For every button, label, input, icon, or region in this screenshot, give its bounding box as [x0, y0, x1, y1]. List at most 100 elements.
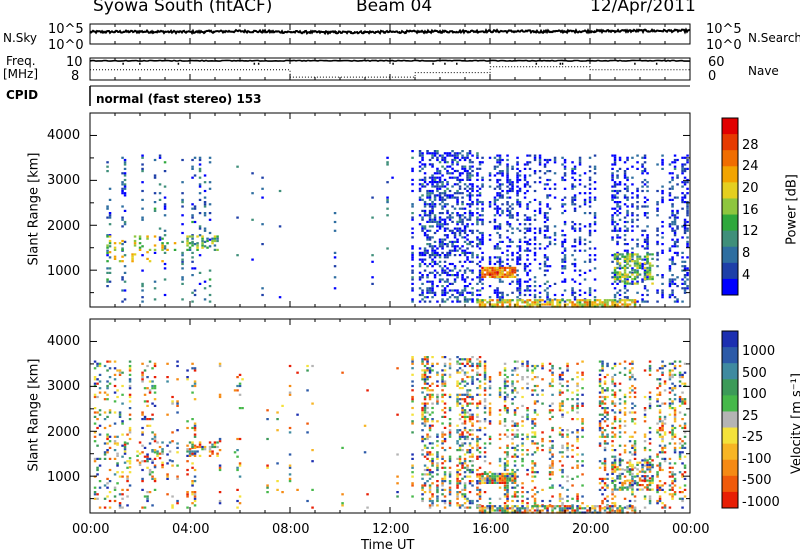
- power-cell: [493, 227, 497, 230]
- power-cell: [433, 150, 437, 153]
- power-cell: [466, 234, 469, 237]
- power-cell: [676, 238, 679, 241]
- power-cell: [441, 238, 444, 241]
- power-cell: [613, 296, 617, 299]
- power-cell: [476, 194, 479, 197]
- velocity-cell: [208, 445, 212, 449]
- power-cell: [123, 185, 127, 188]
- power-cell: [423, 214, 427, 217]
- velocity-cell: [191, 418, 194, 421]
- velocity-cell: [606, 411, 609, 414]
- power-cell: [456, 291, 459, 294]
- velocity-cell: [633, 499, 637, 503]
- power-cell: [683, 218, 687, 221]
- velocity-cell: [456, 442, 459, 445]
- power-cell: [106, 161, 109, 164]
- power-cell: [583, 249, 587, 252]
- power-cell: [661, 154, 664, 157]
- power-cell: [553, 156, 557, 159]
- power-cell: [121, 192, 124, 195]
- velocity-cell: [448, 502, 452, 505]
- velocity-cell: [551, 415, 554, 418]
- power-cell: [448, 282, 452, 285]
- power-cell: [673, 262, 677, 266]
- power-cell: [616, 266, 619, 269]
- power-cell: [451, 231, 454, 235]
- velocity-cell: [503, 433, 507, 436]
- velocity-cell: [186, 506, 189, 509]
- velocity-cell: [93, 382, 97, 385]
- power-cell: [261, 187, 264, 190]
- power-cell: [631, 212, 634, 215]
- power-cell: [508, 183, 512, 186]
- velocity-cell: [176, 442, 179, 445]
- velocity-cell: [648, 373, 652, 376]
- power-cell: [121, 189, 124, 193]
- velocity-cell: [421, 375, 424, 379]
- velocity-cell: [458, 433, 462, 436]
- power-cell: [616, 229, 619, 232]
- velocity-cell: [633, 446, 637, 449]
- velocity-cell: [476, 420, 479, 423]
- velocity-cell: [193, 426, 197, 430]
- velocity-cell: [513, 460, 517, 463]
- power-cell: [471, 254, 474, 257]
- power-cell: [618, 189, 622, 193]
- power-cell: [426, 183, 429, 186]
- velocity-cell: [631, 362, 634, 365]
- power-cell: [213, 237, 217, 240]
- power-cell: [641, 265, 644, 268]
- power-cell: [461, 150, 464, 153]
- power-cell: [686, 161, 689, 164]
- power-cell: [333, 251, 337, 254]
- power-cell: [236, 165, 239, 168]
- power-cell: [541, 303, 544, 306]
- power-cell: [561, 293, 564, 297]
- velocity-cell: [238, 407, 242, 410]
- velocity-cell: [511, 442, 514, 445]
- velocity-cell: [606, 435, 609, 438]
- velocity-cell: [431, 382, 434, 385]
- velocity-cell: [476, 367, 479, 370]
- power-cell: [683, 289, 687, 292]
- velocity-cell: [238, 393, 242, 396]
- velocity-cell: [613, 433, 617, 436]
- velocity-cell: [526, 497, 529, 500]
- power-cell: [463, 251, 467, 254]
- velocity-cell: [648, 437, 652, 441]
- velocity-cell: [213, 441, 217, 444]
- power-cell: [411, 178, 414, 181]
- velocity-cell: [456, 380, 459, 383]
- power-cell: [466, 247, 469, 250]
- velocity-cell: [141, 380, 144, 383]
- velocity-cell: [106, 433, 109, 436]
- power-cell: [161, 260, 164, 263]
- power-cell: [626, 178, 629, 182]
- power-cell: [668, 194, 672, 197]
- velocity-cell: [566, 433, 569, 436]
- velocity-cell: [146, 364, 149, 368]
- power-cell: [498, 247, 502, 250]
- power-cell: [571, 220, 574, 224]
- power-cell: [498, 240, 502, 243]
- velocity-cell: [288, 473, 292, 476]
- power-cell: [468, 282, 472, 285]
- velocity-cell: [513, 486, 517, 489]
- power-cell: [546, 158, 549, 162]
- power-cell: [573, 291, 577, 294]
- velocity-cell: [421, 493, 424, 496]
- velocity-cell: [498, 389, 502, 392]
- freq-ytick-right-bottom: 0: [708, 69, 717, 84]
- power-cell: [563, 178, 567, 182]
- velocity-cell: [198, 445, 202, 449]
- power-cell: [668, 225, 672, 228]
- velocity-cell: [456, 429, 459, 432]
- power-cell: [516, 192, 519, 195]
- power-cell: [421, 298, 424, 301]
- power-cell: [506, 249, 509, 252]
- velocity-cell: [463, 413, 467, 416]
- power-cell: [141, 207, 144, 210]
- power-cell: [626, 251, 629, 254]
- power-cell: [511, 167, 514, 170]
- power-cell: [493, 275, 497, 278]
